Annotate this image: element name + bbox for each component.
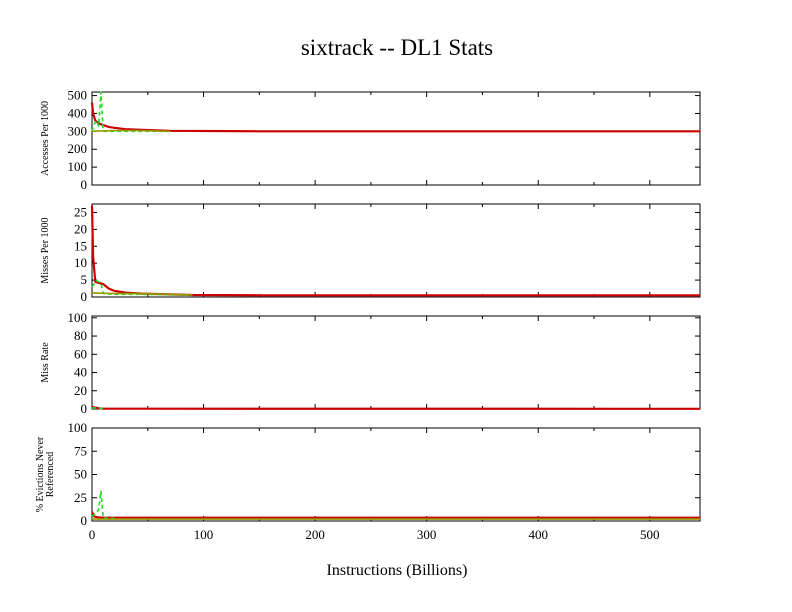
plot-frame <box>91 315 701 410</box>
y-axis-label: Accesses Per 1000 <box>40 101 51 176</box>
series-line-red <box>90 102 700 133</box>
series-line-green <box>91 279 193 297</box>
y-tick-label: 25 <box>74 490 87 505</box>
panel-2: 0 5 10 15 20 25 Misses Per 1000 <box>40 203 701 304</box>
x-tick-label: 500 <box>640 527 660 542</box>
series-line-olive <box>91 129 171 133</box>
y-tick-label: 300 <box>68 123 88 138</box>
x-axis-label: Instructions (Billions) <box>327 562 468 579</box>
x-tick-label: 100 <box>194 527 214 542</box>
y-tick-label: 500 <box>68 88 88 103</box>
y-tick-label: 10 <box>74 255 87 270</box>
y-axis-label: Misses Per 1000 <box>40 217 51 283</box>
series-line-red <box>91 405 701 410</box>
x-tick-label: 200 <box>305 527 325 542</box>
y-tick-label: 25 <box>74 204 87 219</box>
y-tick-label: 75 <box>74 443 87 458</box>
plot-frame <box>91 427 701 522</box>
series-line-green <box>91 91 171 133</box>
y-tick-label: 60 <box>74 346 87 361</box>
series-line-green <box>91 407 104 410</box>
y-tick-label: 40 <box>74 365 87 380</box>
chart-title: sixtrack -- DL1 Stats <box>301 35 493 60</box>
y-tick-label: 20 <box>74 221 87 236</box>
y-tick-label: 0 <box>81 177 88 192</box>
y-tick-label: 50 <box>74 467 87 482</box>
panel-4: 0 100 200 300 400 500 0 25 50 75 100 % Evictions Ne… <box>35 420 701 542</box>
x-tick-label: 300 <box>417 527 437 542</box>
series-line-red <box>91 511 700 519</box>
y-tick-label: 80 <box>74 328 87 343</box>
y-tick-label: 0 <box>81 401 88 416</box>
x-tick-label: 400 <box>528 527 548 542</box>
series-line-olive <box>91 292 193 296</box>
y-tick-label: 0 <box>81 513 88 528</box>
y-tick-label: 15 <box>74 238 87 253</box>
y-tick-label: 100 <box>68 159 88 174</box>
y-axis-label: % Evictions Never <box>35 436 46 512</box>
plot-frame <box>91 91 701 186</box>
panel-3: 0 20 40 60 80 100 Miss Rate <box>40 310 701 416</box>
y-tick-label: 20 <box>74 383 87 398</box>
x-tick-label: 0 <box>89 527 96 542</box>
y-tick-label: 0 <box>81 289 88 304</box>
series-line-green <box>91 490 115 520</box>
plot-frame <box>91 203 701 298</box>
series-line-red <box>90 205 700 297</box>
y-axis-label: Miss Rate <box>40 342 51 383</box>
y-tick-label: 400 <box>68 105 88 120</box>
y-tick-label: 100 <box>68 420 88 435</box>
y-tick-label: 5 <box>81 272 88 287</box>
panel-1: 0 100 200 300 400 500 Accesses Per 1000 <box>40 88 701 192</box>
y-tick-label: 200 <box>68 141 88 156</box>
y-axis-label: Referenced <box>45 452 56 498</box>
y-tick-label: 100 <box>68 310 88 325</box>
